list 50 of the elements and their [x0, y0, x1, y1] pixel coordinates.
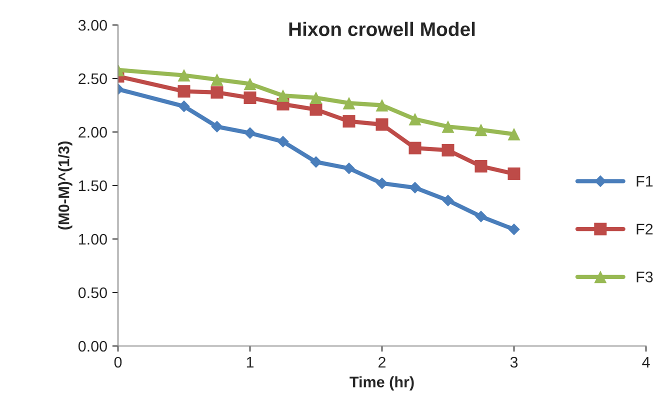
point	[508, 223, 520, 236]
point	[210, 73, 224, 86]
point	[276, 89, 290, 102]
point	[376, 177, 388, 190]
point	[442, 144, 454, 156]
x-tick-label: 2	[378, 356, 386, 368]
point	[475, 210, 487, 222]
y-tick-label: 2.50	[78, 73, 107, 84]
y-tick-label: 1.50	[79, 180, 107, 192]
point	[376, 118, 388, 131]
x-tick-label: 1	[246, 356, 254, 368]
y-tick-label: 2.00	[78, 126, 107, 138]
point	[408, 142, 422, 154]
x-tick-label: 3	[510, 356, 518, 368]
point	[342, 115, 356, 128]
chart-title: Hixon crowell Model	[289, 22, 475, 36]
point	[244, 92, 256, 104]
point	[277, 136, 289, 148]
legend-label: F1	[636, 176, 653, 187]
x-tick-label: 0	[114, 356, 122, 368]
point	[409, 182, 421, 194]
point	[178, 85, 190, 98]
point	[178, 100, 190, 112]
point	[178, 69, 190, 82]
point	[508, 128, 520, 140]
point	[474, 160, 488, 172]
point	[210, 86, 224, 99]
point	[343, 162, 355, 174]
y-axis-title: (M0-M)^(1/3)	[58, 141, 72, 230]
point	[211, 120, 223, 133]
x-tick-label: 4	[642, 356, 650, 368]
legend-label: F2	[636, 224, 653, 234]
point	[474, 124, 488, 136]
point	[376, 99, 388, 112]
point	[442, 194, 454, 206]
point	[244, 127, 256, 139]
y-tick-label: 1.00	[79, 234, 107, 245]
point	[408, 112, 422, 126]
point	[244, 78, 256, 90]
point	[508, 167, 520, 180]
legend-label: F3	[636, 272, 653, 282]
y-tick-label: 3.00	[78, 20, 107, 31]
y-tick-label: 0.50	[78, 287, 107, 298]
point	[310, 103, 322, 116]
x-axis-title: Time (hr)	[350, 376, 414, 390]
y-tick-label: 0.00	[78, 340, 107, 352]
point	[442, 120, 454, 133]
point	[310, 92, 322, 104]
point	[310, 156, 322, 168]
point	[342, 96, 356, 110]
